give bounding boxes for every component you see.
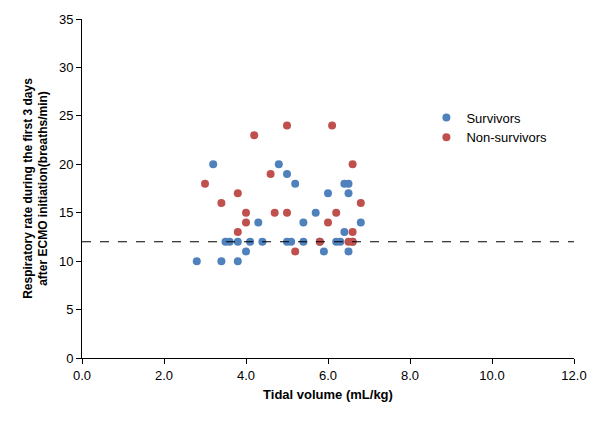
svg-text:0: 0 xyxy=(66,351,73,366)
svg-text:30: 30 xyxy=(59,60,73,75)
svg-text:0.0: 0.0 xyxy=(73,368,91,383)
svg-text:10: 10 xyxy=(59,254,73,269)
svg-text:Tidal volume (mL/kg): Tidal volume (mL/kg) xyxy=(263,387,393,402)
svg-text:12.0: 12.0 xyxy=(561,368,586,383)
svg-text:10.0: 10.0 xyxy=(479,368,504,383)
svg-text:5: 5 xyxy=(66,302,73,317)
svg-text:25: 25 xyxy=(59,108,73,123)
svg-text:2.0: 2.0 xyxy=(155,368,173,383)
svg-text:35: 35 xyxy=(59,12,73,27)
svg-text:6.0: 6.0 xyxy=(319,368,337,383)
svg-text:4.0: 4.0 xyxy=(237,368,255,383)
svg-text:15: 15 xyxy=(59,205,73,220)
svg-text:Survivors: Survivors xyxy=(466,111,521,126)
svg-text:Respiratory rate during the fi: Respiratory rate during the first 3 days… xyxy=(21,78,51,299)
svg-text:20: 20 xyxy=(59,157,73,172)
svg-text:Non-survivors: Non-survivors xyxy=(466,130,547,145)
svg-text:8.0: 8.0 xyxy=(401,368,419,383)
